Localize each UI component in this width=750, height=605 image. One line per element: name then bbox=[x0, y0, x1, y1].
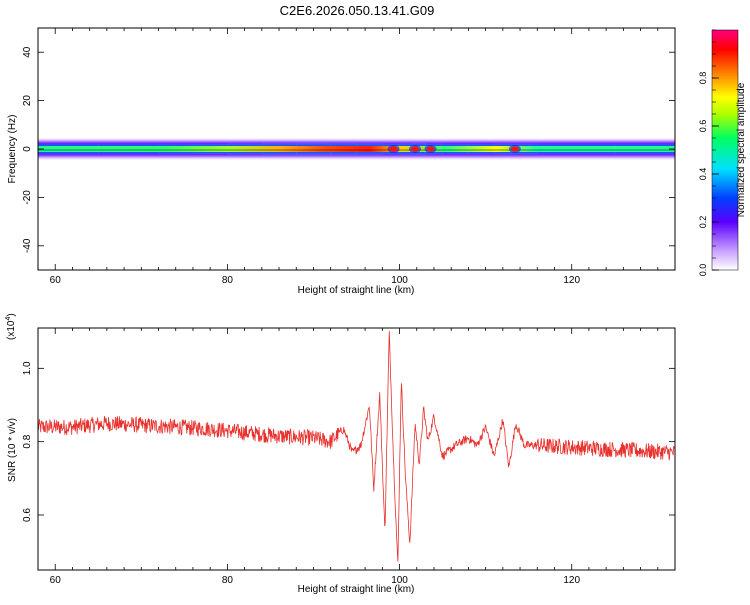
snr-x-axis-label: Height of straight line (km) bbox=[298, 584, 415, 595]
heatmap-panel: 60 80 100 120 40 20 0 -20 -40 Height of straigh… bbox=[7, 27, 676, 296]
snr-x-ticks: 60 80 100 120 bbox=[37, 328, 676, 586]
snr-y-ticks: 0.6 0.8 1.0 bbox=[22, 361, 675, 522]
heatmap-x-axis-label: Height of straight line (km) bbox=[298, 285, 415, 296]
y-tick-label: 0.8 bbox=[22, 434, 33, 448]
colorbar-tick-label: 0.6 bbox=[698, 120, 708, 133]
x-tick-label: 60 bbox=[50, 275, 62, 286]
snr-line-panel: 60 80 100 120 0.6 0.8 1.0 Height of straight … bbox=[5, 313, 676, 595]
y-tick-label: 1.0 bbox=[22, 361, 33, 375]
x-tick-label: 120 bbox=[563, 275, 580, 286]
snr-y-scale-note: (x104) bbox=[5, 313, 17, 340]
x-tick-label: 100 bbox=[391, 575, 408, 586]
colorbar: 0.0 0.2 0.4 0.6 0.8 Normalized spectral ampl… bbox=[698, 29, 747, 277]
snr-scale-exponent: 4 bbox=[5, 317, 12, 321]
y-tick-label: 0 bbox=[22, 146, 33, 152]
svg-text:(x104): (x104) bbox=[5, 313, 17, 340]
snr-scale-prefix: (x10 bbox=[6, 320, 17, 340]
heatmap-y-axis-label: Frequency (Hz) bbox=[7, 115, 18, 184]
x-tick-label: 60 bbox=[50, 575, 62, 586]
colorbar-gradient bbox=[711, 29, 739, 271]
heatmap-hotspot bbox=[389, 146, 398, 152]
x-tick-label: 120 bbox=[563, 575, 580, 586]
heatmap-hotspot bbox=[426, 146, 435, 152]
snr-series-line bbox=[38, 330, 675, 562]
snr-frame bbox=[37, 327, 676, 571]
colorbar-ticks: 0.0 0.2 0.4 0.6 0.8 bbox=[698, 29, 719, 277]
colorbar-tick-label: 0.0 bbox=[698, 264, 708, 277]
y-tick-label: 0.6 bbox=[22, 508, 33, 522]
x-tick-label: 100 bbox=[391, 275, 408, 286]
heatmap-hotspot bbox=[411, 146, 420, 152]
colorbar-tick-label: 0.2 bbox=[698, 216, 708, 229]
heatmap-x-ticks: 60 80 100 120 bbox=[37, 28, 676, 286]
heatmap-marks bbox=[38, 137, 675, 161]
snr-y-axis-label: SNR (10 * v/v) bbox=[7, 418, 18, 482]
heatmap-y-ticks: 40 20 0 -20 -40 bbox=[22, 46, 675, 253]
y-tick-label: 40 bbox=[22, 46, 33, 58]
heatmap-band-core bbox=[38, 146, 675, 152]
colorbar-label: Normalized spectral amplitude bbox=[736, 82, 747, 217]
snr-scale-suffix: ) bbox=[6, 313, 17, 316]
colorbar-tick-label: 0.4 bbox=[698, 168, 708, 181]
y-tick-label: 20 bbox=[22, 95, 33, 107]
colorbar-tick-label: 0.8 bbox=[698, 72, 708, 85]
x-tick-label: 80 bbox=[222, 275, 234, 286]
y-tick-label: -20 bbox=[22, 190, 33, 205]
figure-title: C2E6.2026.050.13.41.G09 bbox=[280, 3, 435, 18]
heatmap-hotspot bbox=[510, 146, 519, 152]
x-tick-label: 80 bbox=[222, 575, 234, 586]
y-tick-label: -40 bbox=[22, 238, 33, 253]
